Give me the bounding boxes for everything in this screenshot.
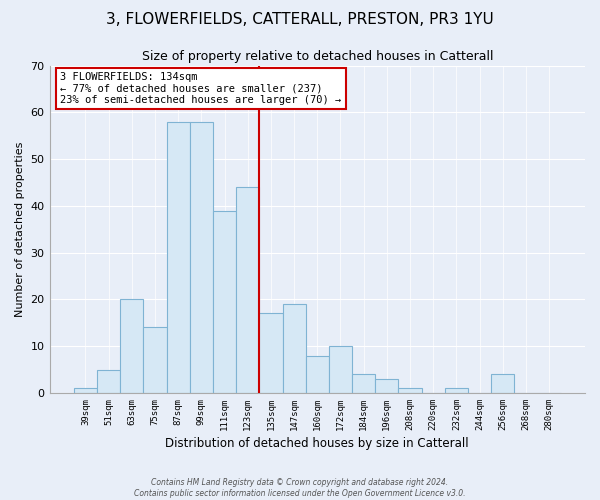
Bar: [329, 346, 352, 393]
Bar: [97, 370, 120, 393]
Title: Size of property relative to detached houses in Catterall: Size of property relative to detached ho…: [142, 50, 493, 63]
Bar: [213, 210, 236, 393]
X-axis label: Distribution of detached houses by size in Catterall: Distribution of detached houses by size …: [166, 437, 469, 450]
Bar: [375, 379, 398, 393]
Bar: [167, 122, 190, 393]
Bar: [190, 122, 213, 393]
Bar: [259, 314, 283, 393]
Bar: [305, 356, 329, 393]
Y-axis label: Number of detached properties: Number of detached properties: [15, 142, 25, 317]
Bar: [236, 187, 259, 393]
Text: 3 FLOWERFIELDS: 134sqm
← 77% of detached houses are smaller (237)
23% of semi-de: 3 FLOWERFIELDS: 134sqm ← 77% of detached…: [60, 72, 341, 106]
Bar: [120, 300, 143, 393]
Bar: [445, 388, 468, 393]
Bar: [143, 328, 167, 393]
Bar: [352, 374, 375, 393]
Text: 3, FLOWERFIELDS, CATTERALL, PRESTON, PR3 1YU: 3, FLOWERFIELDS, CATTERALL, PRESTON, PR3…: [106, 12, 494, 28]
Bar: [491, 374, 514, 393]
Bar: [398, 388, 422, 393]
Bar: [283, 304, 305, 393]
Bar: [74, 388, 97, 393]
Text: Contains HM Land Registry data © Crown copyright and database right 2024.
Contai: Contains HM Land Registry data © Crown c…: [134, 478, 466, 498]
